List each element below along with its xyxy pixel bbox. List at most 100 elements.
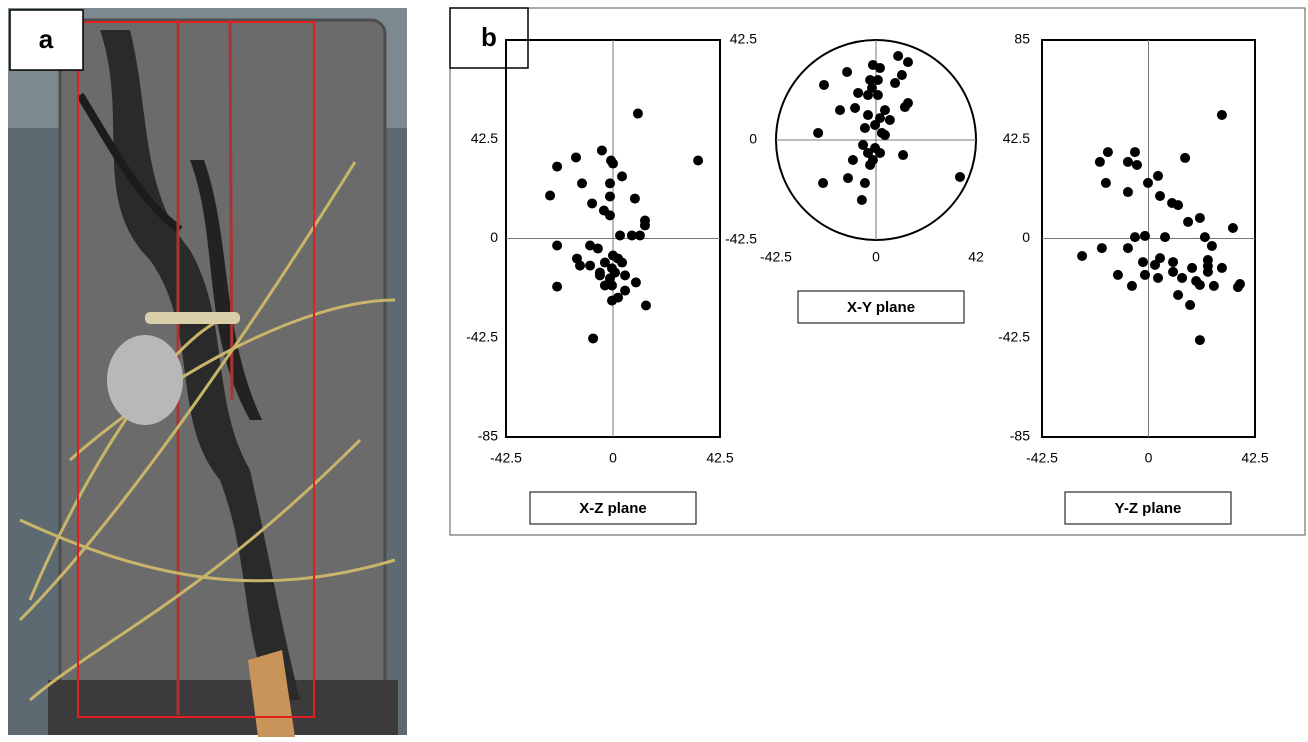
point: [1177, 272, 1188, 283]
caption-box: [529, 491, 697, 525]
point: [1187, 262, 1198, 273]
caption-box: [1064, 491, 1232, 525]
point: [1153, 170, 1164, 181]
panel-label-box: [449, 7, 529, 69]
point: [863, 110, 873, 121]
point: [1129, 232, 1140, 243]
point: [604, 191, 615, 202]
point: [599, 257, 610, 268]
point: [1183, 216, 1194, 227]
y-tick-label: 85: [1014, 31, 1030, 47]
point: [585, 260, 596, 271]
point: [1168, 257, 1179, 268]
x-tick-label: -42.5: [760, 249, 792, 265]
x-tick-label: 42.5: [706, 450, 733, 466]
point: [859, 123, 870, 133]
x-tick-label: 0: [872, 249, 880, 265]
point: [1194, 212, 1205, 223]
point: [552, 240, 563, 251]
point: [620, 285, 631, 296]
point: [1153, 272, 1164, 283]
point: [1180, 152, 1191, 163]
y-tick-label: 0: [749, 131, 757, 147]
point: [863, 90, 873, 101]
point: [1137, 257, 1148, 268]
point: [606, 280, 617, 291]
point: [1100, 177, 1111, 188]
caption: X-Z plane: [579, 500, 647, 517]
point: [1139, 269, 1150, 280]
point: [865, 159, 876, 170]
point: [1096, 243, 1107, 254]
y-tick-label: -42.5: [998, 328, 1030, 344]
point: [843, 173, 853, 184]
y-tick-label: 0: [490, 229, 498, 245]
point: [639, 220, 650, 231]
point: [575, 260, 586, 271]
point: [850, 103, 861, 113]
point: [872, 75, 883, 85]
point: [599, 280, 610, 291]
point: [1139, 230, 1150, 241]
x-tick-label: -42.5: [490, 450, 522, 466]
point: [1160, 232, 1171, 243]
y-tick-label: -85: [1010, 428, 1030, 444]
point: [617, 257, 628, 268]
point: [1168, 266, 1179, 277]
x-tick-label: 42: [968, 249, 984, 265]
point: [879, 130, 890, 141]
point: [896, 70, 907, 81]
point: [1131, 159, 1142, 170]
point: [1122, 187, 1133, 198]
point: [632, 108, 643, 119]
point: [1155, 190, 1166, 201]
point: [884, 115, 895, 125]
point: [587, 198, 598, 209]
point: [875, 147, 885, 158]
point: [813, 127, 824, 138]
point: [899, 102, 910, 113]
point: [606, 295, 617, 306]
point: [594, 270, 605, 281]
y-tick-label: -42.5: [466, 328, 498, 344]
point: [879, 105, 890, 116]
point: [620, 270, 631, 281]
point: [1194, 335, 1205, 346]
point: [1077, 251, 1088, 262]
point: [1208, 280, 1219, 291]
point: [626, 230, 637, 241]
point: [1102, 147, 1113, 158]
point: [596, 145, 607, 156]
point: [592, 243, 603, 254]
point: [875, 63, 885, 73]
point: [858, 139, 869, 150]
point: [1194, 279, 1205, 290]
point: [1199, 232, 1210, 243]
point: [570, 152, 581, 163]
point: [1206, 240, 1217, 251]
panel-label: a: [39, 24, 54, 54]
point: [1185, 300, 1196, 311]
y-tick-label: 42.5: [730, 31, 757, 47]
point: [608, 158, 618, 169]
point: [1142, 177, 1153, 188]
point: [1112, 269, 1123, 280]
point: [1126, 280, 1137, 291]
caption-box: [797, 290, 965, 324]
y-tick-label: -42.5: [725, 231, 757, 247]
point: [577, 178, 588, 189]
point: [890, 78, 901, 89]
point: [629, 193, 640, 204]
point: [552, 281, 563, 292]
panel-label-box: [9, 9, 84, 71]
x-tick-label: -42.5: [1026, 450, 1058, 466]
point: [615, 230, 626, 241]
point: [1094, 156, 1105, 167]
point: [585, 240, 596, 251]
y-tick-label: 42.5: [471, 130, 498, 146]
point: [1216, 262, 1227, 273]
point: [630, 277, 641, 288]
point: [617, 171, 628, 182]
point: [853, 87, 864, 98]
